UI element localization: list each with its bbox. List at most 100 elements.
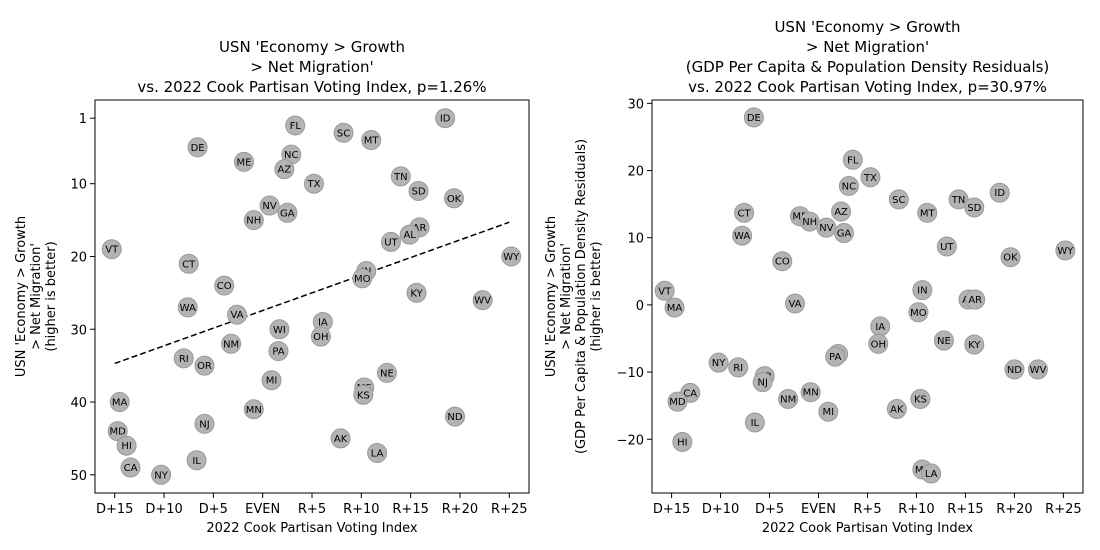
data-point-label: NE <box>937 336 951 347</box>
data-point <box>825 346 846 367</box>
data-point <box>353 384 374 405</box>
data-point <box>303 173 324 194</box>
data-point <box>743 107 764 128</box>
y-tick-label: 20 <box>70 250 87 265</box>
data-point-label: OK <box>447 194 462 205</box>
x-tick-label: R+20 <box>996 502 1032 517</box>
data-point <box>936 236 957 257</box>
data-point <box>744 412 765 433</box>
data-point <box>227 304 248 325</box>
data-point-label: VT <box>105 245 119 256</box>
data-point-label: AR <box>968 295 982 306</box>
data-point-label: KS <box>914 394 927 405</box>
data-point <box>285 115 306 136</box>
data-point <box>187 137 208 158</box>
data-point-label: NJ <box>199 419 209 430</box>
data-point-label: WV <box>474 296 491 307</box>
data-point <box>734 202 755 223</box>
y-tick-label: −20 <box>617 433 644 448</box>
y-tick-label: 30 <box>70 323 87 338</box>
data-point <box>194 355 215 376</box>
data-point <box>964 334 985 355</box>
data-point-label: MN <box>246 405 262 416</box>
data-point <box>708 352 729 373</box>
data-point <box>818 401 839 422</box>
data-point-label: SC <box>337 128 350 139</box>
data-point-label: TX <box>863 173 877 184</box>
y-tick-label: 0 <box>636 299 644 314</box>
y-axis-label-line: (higher is better) <box>589 241 604 351</box>
data-point <box>838 175 859 196</box>
data-point-label: ND <box>447 412 462 423</box>
data-point <box>194 413 215 434</box>
data-point-label: MI <box>266 376 278 387</box>
data-point <box>910 388 931 409</box>
data-point-label: VT <box>658 286 672 297</box>
x-tick-label: R+15 <box>947 502 983 517</box>
data-point-label: AK <box>334 434 348 445</box>
x-tick-label: EVEN <box>801 502 836 517</box>
data-point-label: GA <box>280 208 295 219</box>
data-point <box>380 231 401 252</box>
data-point-label: ID <box>440 114 451 125</box>
data-point <box>268 341 289 362</box>
data-point-label: ME <box>236 157 251 168</box>
data-point-label: AZ <box>834 207 848 218</box>
data-point-label: FL <box>290 121 302 132</box>
data-point <box>173 348 194 369</box>
data-point-label: LA <box>371 448 384 459</box>
data-point-label: IA <box>318 317 328 328</box>
y-tick-label: −10 <box>617 366 644 381</box>
data-point-label: WA <box>180 303 196 314</box>
data-point-label: IA <box>875 322 885 333</box>
data-point <box>177 297 198 318</box>
data-point-label: TX <box>306 179 320 190</box>
data-point-label: IN <box>917 286 927 297</box>
y-axis-label-line: USN 'Economy > Growth <box>14 216 29 377</box>
data-point-label: RI <box>733 363 743 374</box>
data-point <box>667 391 688 412</box>
data-point <box>908 302 929 323</box>
data-point-label: CA <box>683 388 697 399</box>
data-point-label: MA <box>112 398 128 409</box>
data-point <box>221 333 242 354</box>
data-point <box>842 149 863 170</box>
data-point-label: WY <box>503 252 520 263</box>
data-point <box>831 201 852 222</box>
x-tick-label: R+10 <box>898 502 934 517</box>
data-point <box>361 130 382 151</box>
data-point-label: TN <box>393 172 408 183</box>
data-point <box>408 180 429 201</box>
data-point <box>101 239 122 260</box>
data-point <box>116 435 137 456</box>
data-point <box>785 293 806 314</box>
x-tick-label: R+20 <box>442 502 478 517</box>
data-point-label: OR <box>197 361 212 372</box>
data-point-label: WV <box>1030 365 1047 376</box>
data-point-label: MD <box>110 427 127 438</box>
data-point-label: WA <box>734 231 750 242</box>
data-point-label: LA <box>925 469 938 480</box>
data-point-label: AR <box>413 223 427 234</box>
data-point-label: NY <box>712 358 726 369</box>
data-point-label: VA <box>788 299 801 310</box>
data-point-label: VA <box>231 310 244 321</box>
data-point-label: NC <box>284 150 298 161</box>
data-point <box>772 251 793 272</box>
data-point-label: OK <box>1003 253 1018 264</box>
data-point-label: NY <box>154 470 168 481</box>
data-point-label: CO <box>217 281 232 292</box>
x-tick-label: D+5 <box>199 502 228 517</box>
data-point <box>728 357 749 378</box>
data-point-label: ME <box>792 212 807 223</box>
data-point-label: IL <box>192 456 201 467</box>
chart-title-line: (GDP Per Capita & Population Density Res… <box>686 58 1050 76</box>
data-point <box>860 167 881 188</box>
data-point-label: PA <box>829 352 841 363</box>
y-tick-label: 20 <box>627 165 644 180</box>
data-point <box>269 319 290 340</box>
x-tick-label: R+25 <box>1045 502 1081 517</box>
data-point <box>243 399 264 420</box>
data-point <box>151 464 172 485</box>
